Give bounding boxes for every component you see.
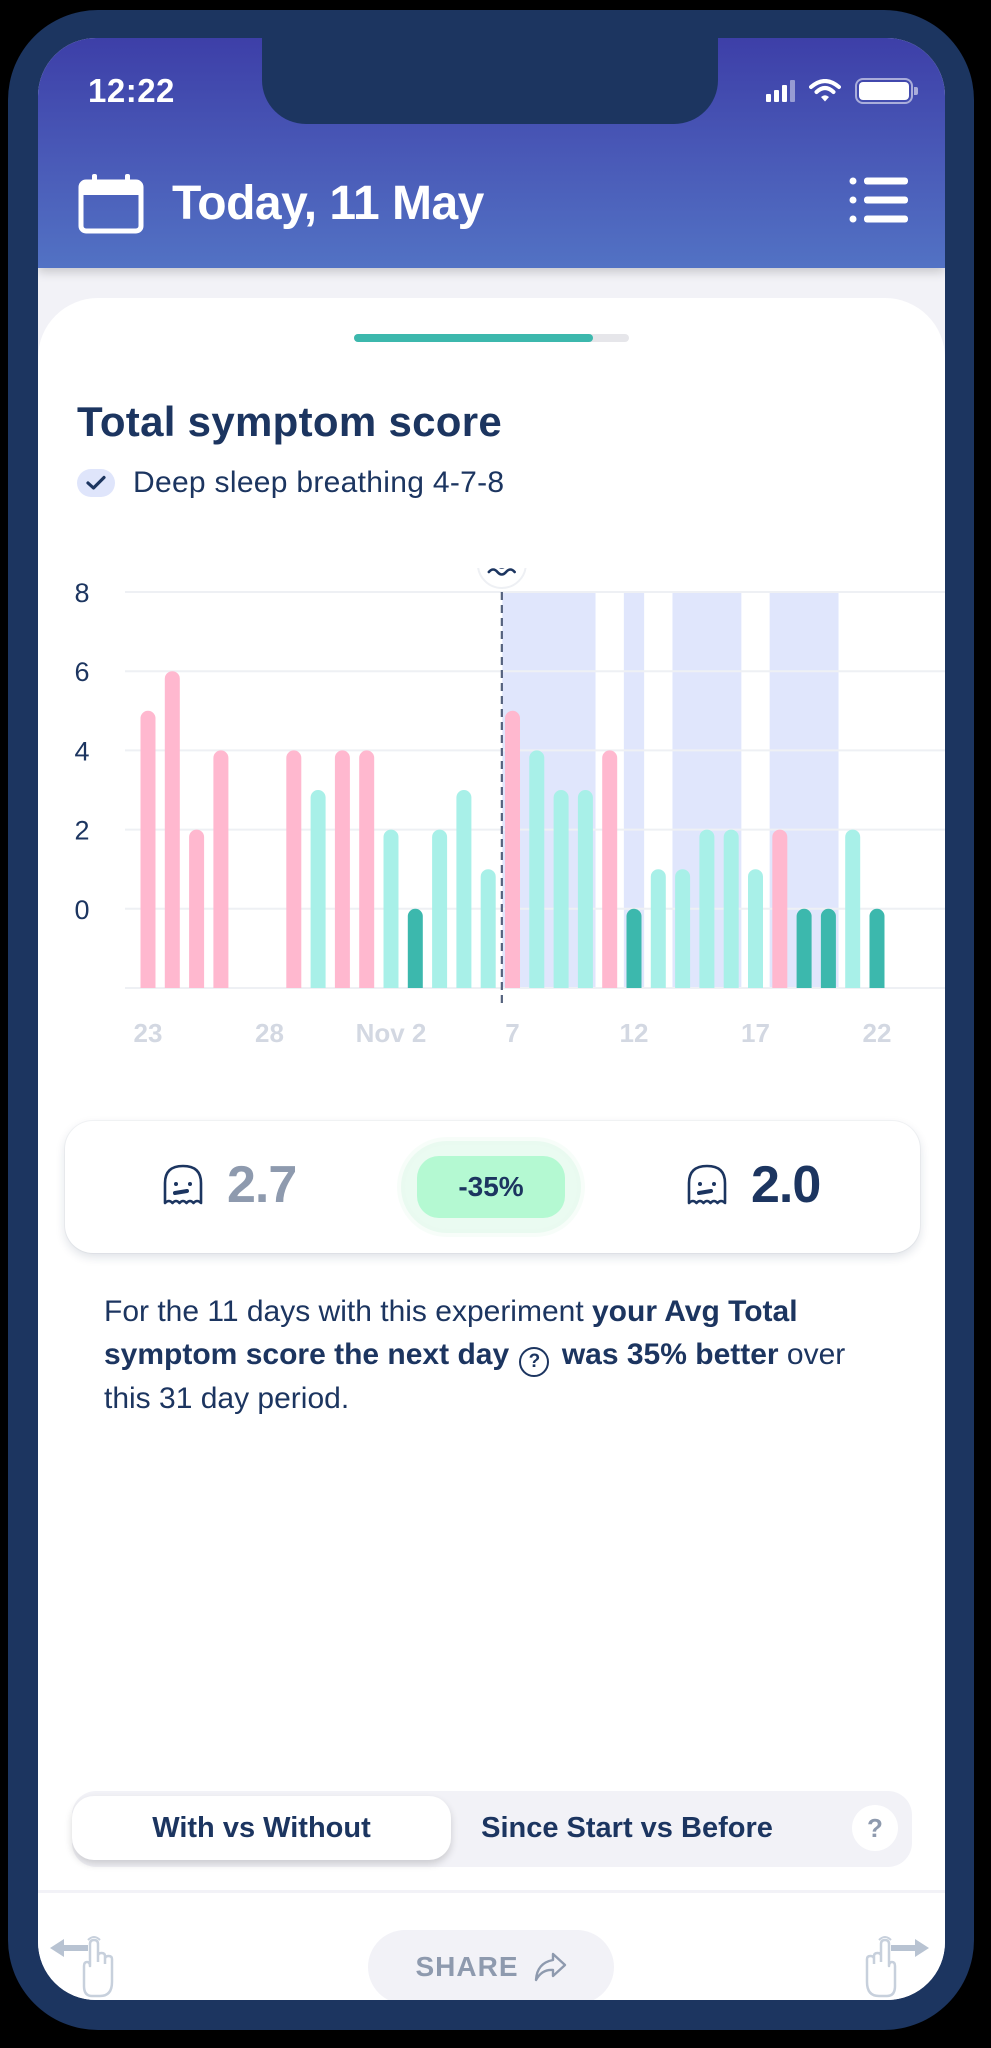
insight-card: Total symptom score Deep sleep breathing… [38,298,945,2000]
share-button[interactable]: SHARE [368,1930,614,2000]
chart-bar[interactable] [310,790,326,988]
phone-notch [262,38,718,124]
chart-bar[interactable] [602,750,618,988]
x-tick-label: 22 [863,1018,892,1048]
symptom-bar-chart[interactable]: 8 6 4 2 0 23 28 Nov 2 7 12 17 22 [38,568,945,1088]
x-tick-label: 7 [505,1018,519,1048]
y-tick-label: 0 [74,895,89,925]
chart-bar[interactable] [529,750,545,988]
chart-bar[interactable] [140,710,156,988]
share-label: SHARE [415,1951,519,1982]
y-tick-label: 2 [74,816,89,846]
status-time: 12:22 [88,72,175,109]
stat-without: 2.7 [161,1155,297,1215]
x-tick-label: 12 [620,1018,649,1048]
chart-bar[interactable] [213,750,229,988]
chart-bar[interactable] [723,829,739,988]
chart-bar[interactable] [796,908,812,988]
check-icon[interactable] [77,469,115,497]
chart-bar[interactable] [432,829,448,988]
chart-bar[interactable] [480,869,496,988]
chart-bar[interactable] [383,829,399,988]
desc-bold-metric: your Avg Total symptom score the next da… [104,1295,798,1371]
signal-icon [766,80,795,102]
chart-bar[interactable] [189,829,205,988]
chart-bar[interactable] [553,790,569,988]
help-button[interactable]: ? [852,1805,898,1851]
chart-bar[interactable] [675,869,691,988]
chart-bar[interactable] [626,908,642,988]
ghost-icon [687,1164,727,1205]
desc-text: For the 11 days with this experiment [104,1295,592,1328]
waves-icon[interactable] [477,568,527,589]
chart-bar[interactable] [407,908,423,988]
footer-divider [38,1890,945,1893]
ghost-icon [163,1164,203,1205]
chart-bar[interactable] [820,908,836,988]
share-arrow-icon [534,1952,566,1982]
help-circle-icon[interactable]: ? [519,1346,550,1377]
swipe-left-icon[interactable] [48,1934,118,2000]
chart-bar[interactable] [748,869,763,988]
comparison-mode-toggle: With vs Without Since Start vs Before ? [72,1791,912,1867]
y-tick-label: 4 [74,736,89,766]
page-progress-bar [354,334,629,342]
calendar-icon[interactable] [78,172,144,234]
result-description: For the 11 days with this experiment you… [104,1290,894,1420]
x-tick-label: Nov 2 [356,1018,427,1048]
chart-bar[interactable] [845,829,861,988]
y-tick-label: 8 [74,578,89,608]
y-tick-label: 6 [74,657,89,687]
x-tick-label: 17 [741,1018,770,1048]
legend-label: Deep sleep breathing 4-7-8 [133,466,505,499]
x-tick-label: 28 [255,1018,284,1048]
header-row: Today, 11 May [78,172,909,234]
status-icons [766,78,918,104]
desc-text-end: over this 31 day period. [104,1338,846,1415]
chart-bar[interactable] [650,869,666,988]
card-title: Total symptom score [77,398,503,445]
list-menu-icon[interactable] [849,172,909,228]
progress-fill [354,334,594,342]
experiment-band [623,592,645,988]
wifi-icon [809,79,841,102]
chart-bar[interactable] [359,750,375,988]
swipe-right-icon[interactable] [861,1934,931,2000]
x-tick-label: 23 [134,1018,163,1048]
phone-screen: 12:22 Today, 11 May [38,38,945,2000]
chart-bar[interactable] [286,750,302,988]
chart-bar[interactable] [869,908,885,988]
chart-bar[interactable] [505,710,520,988]
chart-bar[interactable] [699,829,715,988]
chart-bar[interactable] [164,671,180,988]
change-badge: -35% [417,1156,565,1218]
after-value: 2.0 [751,1156,821,1214]
chart-bar[interactable] [334,750,350,988]
header-date-title[interactable]: Today, 11 May [172,176,484,230]
experiment-legend[interactable]: Deep sleep breathing 4-7-8 [77,466,504,500]
battery-icon [855,78,918,104]
chart-bar[interactable] [772,829,788,988]
change-badge-halo: -35% [405,1145,577,1229]
stat-with: 2.0 [685,1155,821,1215]
before-value: 2.7 [227,1156,297,1214]
chart-bar[interactable] [456,790,472,988]
stats-comparison-card: 2.7 -35% 2.0 [65,1121,920,1253]
desc-bold-result: was 35% better [553,1338,779,1371]
tab-since-start-vs-before[interactable]: Since Start vs Before [481,1811,773,1844]
chart-bar[interactable] [577,790,593,988]
tab-with-vs-without[interactable]: With vs Without [72,1796,451,1860]
